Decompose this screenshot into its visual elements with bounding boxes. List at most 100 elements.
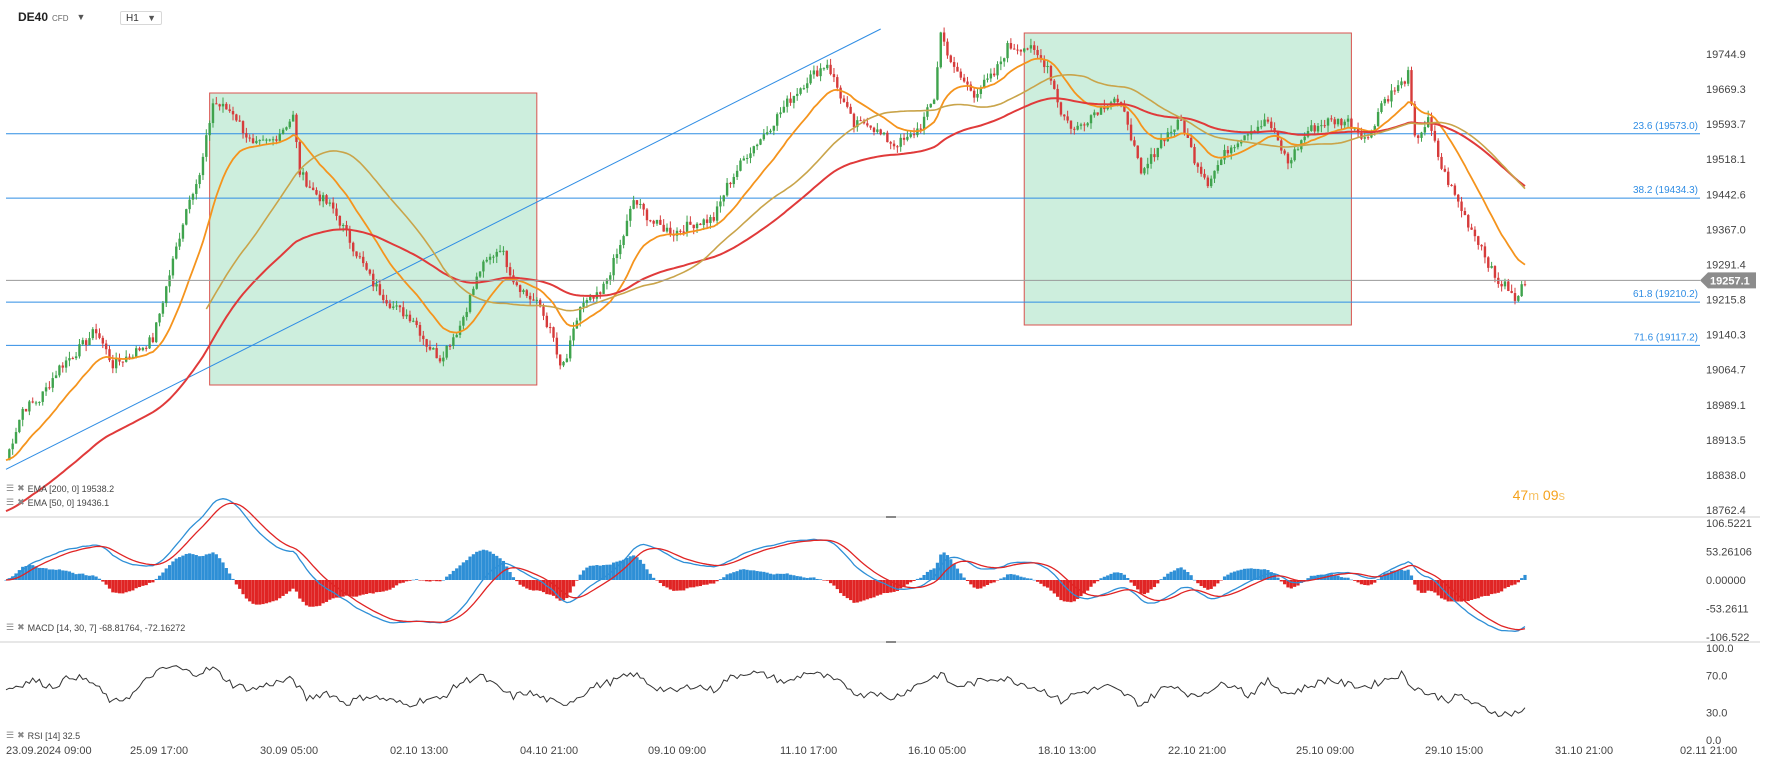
candle [141, 346, 145, 352]
close-icon[interactable]: ✖ [17, 730, 25, 740]
candle-body [1350, 118, 1353, 129]
macd-bar [14, 573, 18, 581]
candle [859, 116, 862, 122]
symbol-selector[interactable]: DE40 CFD ▼ [18, 10, 85, 24]
candle [852, 112, 856, 133]
candle-body [789, 98, 792, 103]
macd-bar [161, 572, 165, 580]
macd-bar [995, 580, 1000, 581]
price-tick-label: 19744.9 [1706, 49, 1746, 61]
macd-bar [855, 580, 859, 603]
macd-bar [548, 580, 552, 595]
timeframe-select[interactable]: H1 ▼ [120, 11, 162, 25]
candle-body [1520, 284, 1523, 297]
candle [1393, 87, 1396, 95]
candle [375, 279, 378, 292]
macd-bar [895, 580, 899, 591]
candle-body [1443, 168, 1447, 172]
candle [28, 399, 31, 416]
macd-bar [725, 574, 729, 581]
macd-bar [1376, 579, 1380, 580]
candle-body [1016, 49, 1019, 51]
candle-body [1460, 201, 1463, 212]
candle [772, 125, 776, 136]
macd-tick-label: -106.522 [1706, 632, 1749, 644]
candle [1169, 125, 1173, 138]
macd-bar [1273, 574, 1277, 581]
time-tick-label: 02.11 21:00 [1680, 745, 1737, 757]
candle-body [682, 231, 685, 233]
macd-signal-line [5, 502, 1526, 631]
candle-body [942, 32, 946, 42]
close-icon[interactable]: ✖ [17, 483, 25, 493]
candle [799, 87, 802, 96]
slow-ma-line [205, 74, 1526, 312]
candle [602, 281, 605, 295]
candle [1380, 100, 1383, 114]
candle-body [1390, 90, 1393, 102]
macd-bar [1416, 580, 1420, 591]
candle [528, 292, 532, 306]
candle-body [84, 340, 88, 346]
candle-body [1186, 134, 1190, 138]
ema200-legend[interactable]: ☰ ✖ EMA [200, 0] 19538.2 [6, 483, 114, 494]
candle [639, 198, 642, 209]
candle-body [1493, 266, 1497, 278]
candle-body [108, 349, 111, 361]
candle [418, 321, 422, 342]
candle-body [498, 250, 502, 252]
macd-bar [308, 580, 312, 607]
candle [1500, 280, 1503, 292]
candle-body [652, 220, 655, 224]
close-icon[interactable]: ✖ [17, 622, 25, 632]
candle [692, 224, 695, 235]
macd-bar [1429, 580, 1434, 592]
candle [1457, 193, 1460, 208]
ema50-line [5, 57, 1526, 462]
macd-bar [955, 568, 960, 580]
candle [201, 153, 205, 180]
candle-body [448, 345, 452, 347]
macd-bar [541, 580, 546, 593]
candle [872, 126, 876, 136]
candle-body [729, 182, 732, 185]
macd-bar [47, 569, 51, 580]
macd-bar [1289, 580, 1293, 589]
macd-bar [1480, 580, 1484, 597]
candle [796, 88, 799, 101]
candle-body [251, 138, 255, 144]
ema50-legend[interactable]: ☰ ✖ EMA [50, 0] 19436.1 [6, 497, 109, 508]
macd-bar [952, 563, 956, 580]
candle [1260, 120, 1263, 130]
macd-bar [865, 580, 869, 600]
macd-bar [81, 573, 85, 580]
candle-body [1029, 45, 1033, 49]
candle-body [48, 387, 51, 389]
candle-body [178, 238, 181, 247]
macd-bar [1002, 577, 1006, 580]
macd-bar [1363, 580, 1367, 586]
candle-body [515, 282, 518, 286]
candle-body [996, 64, 999, 76]
rsi-legend[interactable]: ☰ ✖ RSI [14] 32.5 [6, 730, 80, 741]
candle-body [956, 66, 959, 72]
candle [462, 315, 465, 330]
candle [495, 248, 498, 264]
candle [1433, 125, 1437, 143]
macd-bar [311, 580, 315, 607]
candle-body [1019, 49, 1023, 52]
close-icon[interactable]: ✖ [17, 497, 25, 507]
candle-body [14, 432, 18, 444]
candle [211, 98, 215, 128]
macd-legend[interactable]: ☰ ✖ MACD [14, 30, 7] -68.81764, -72.16272 [6, 622, 185, 633]
macd-bar [204, 554, 208, 581]
candle-body [465, 311, 468, 318]
candle-body [1163, 138, 1166, 142]
macd-bar [141, 580, 145, 586]
candle-body [669, 227, 672, 235]
candle-body [1483, 246, 1487, 258]
macd-bar [194, 555, 198, 580]
macd-bar [1069, 580, 1073, 603]
timer-seconds: 09 [1542, 487, 1559, 503]
